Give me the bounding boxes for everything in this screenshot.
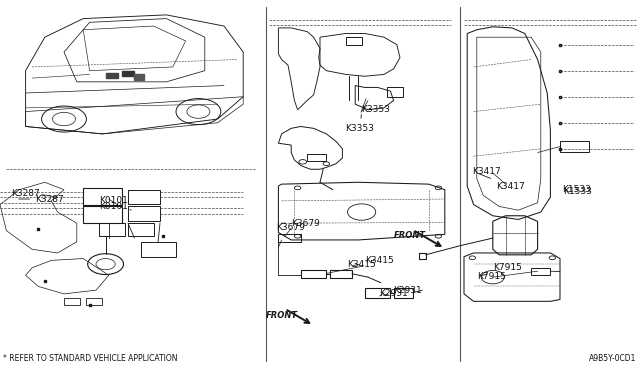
Text: K3353: K3353: [346, 114, 374, 133]
Bar: [83, 188, 122, 205]
Text: K7915: K7915: [477, 272, 506, 280]
Text: K3353: K3353: [362, 105, 390, 114]
Bar: [531, 268, 550, 275]
Bar: [560, 141, 589, 152]
Bar: [99, 223, 125, 236]
Bar: [128, 206, 160, 221]
Text: K3679: K3679: [281, 219, 320, 228]
Text: K7915: K7915: [479, 263, 522, 276]
Text: K2931: K2931: [383, 286, 422, 295]
Text: A9B5Y-0CD1: A9B5Y-0CD1: [589, 355, 637, 363]
Bar: [128, 223, 154, 236]
Text: K0101: K0101: [99, 196, 131, 210]
Text: K3417: K3417: [479, 174, 525, 190]
Bar: [83, 206, 122, 223]
Text: FRONT: FRONT: [266, 311, 298, 320]
Bar: [86, 298, 102, 305]
Bar: [301, 270, 326, 278]
Text: K3679: K3679: [276, 223, 305, 232]
Text: K3287: K3287: [19, 195, 64, 203]
Polygon shape: [134, 74, 144, 80]
Bar: [330, 270, 352, 278]
Text: K3415: K3415: [353, 256, 394, 266]
Text: K0101: K0101: [99, 202, 128, 211]
Bar: [387, 87, 403, 97]
Bar: [365, 288, 390, 298]
Bar: [141, 242, 176, 257]
Bar: [394, 288, 413, 298]
Text: K3417: K3417: [472, 167, 501, 176]
Text: K1533: K1533: [563, 187, 592, 196]
Text: K2931: K2931: [380, 289, 408, 298]
Bar: [307, 154, 326, 161]
Polygon shape: [122, 71, 134, 76]
Bar: [64, 298, 80, 305]
Text: K3415: K3415: [348, 260, 376, 269]
Bar: [346, 37, 362, 45]
Text: K3287: K3287: [12, 189, 40, 198]
Bar: [278, 234, 301, 242]
Polygon shape: [106, 73, 118, 78]
Text: FRONT: FRONT: [394, 231, 426, 240]
Bar: [128, 190, 160, 204]
Text: * REFER TO STANDARD VEHICLE APPLICATION: * REFER TO STANDARD VEHICLE APPLICATION: [3, 355, 178, 363]
Text: K1533: K1533: [562, 185, 591, 194]
